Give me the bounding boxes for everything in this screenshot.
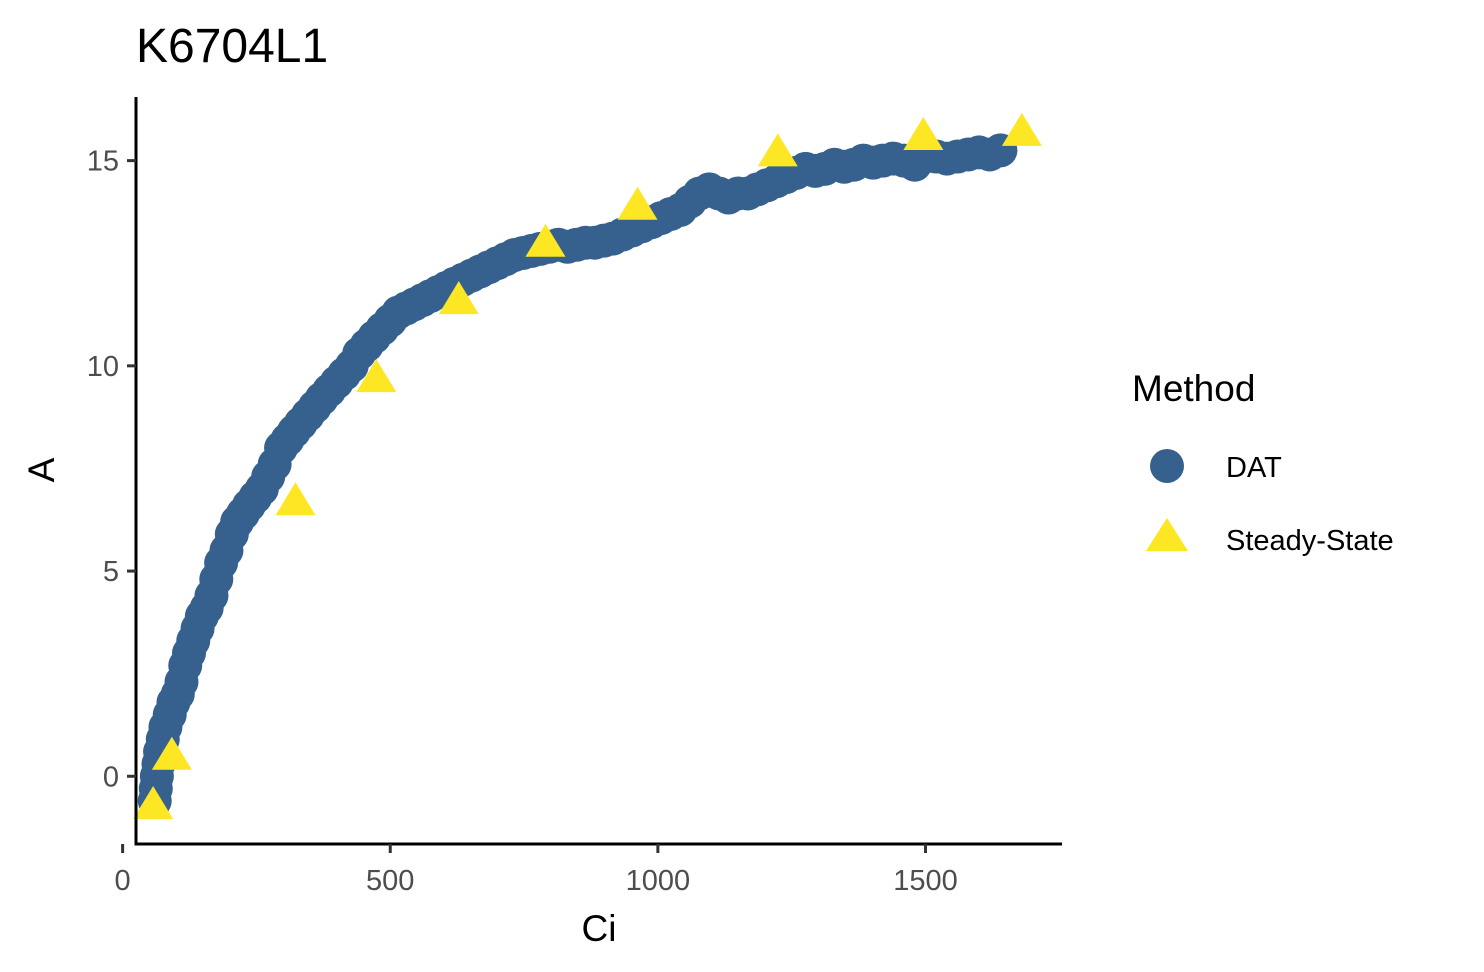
legend-key-dat-circle [1150,449,1184,483]
x-axis-title: Ci [582,908,617,949]
y-tick-label: 10 [87,351,119,383]
steady-state-point [356,359,397,393]
steady-state-point [757,133,798,167]
legend-label-steady-state: Steady-State [1226,525,1394,557]
plot-points [133,112,1042,820]
steady-state-point [525,223,566,257]
legend-label-dat: DAT [1226,452,1282,484]
chart-title: K6704L1 [136,20,328,73]
y-tick-label: 0 [103,761,119,793]
steady-state-point [133,786,174,820]
x-tick-label: 1000 [626,865,691,897]
steady-state-point [617,186,658,220]
x-tick-label: 1500 [893,865,958,897]
x-axis-ticks: 0 500 1000 1500 [115,844,958,897]
steady-state-point [151,736,192,770]
legend-key-steady-state-triangle [1146,518,1188,551]
y-axis-title: A [21,457,62,482]
x-tick-label: 0 [115,865,131,897]
x-tick-label: 500 [366,865,414,897]
steady-state-point [903,116,944,150]
y-tick-label: 5 [103,556,119,588]
steady-state-point [1001,112,1042,146]
y-tick-label: 15 [87,146,119,178]
steady-state-point [438,281,479,315]
legend: Method DAT Steady-State [1132,368,1394,557]
legend-title: Method [1132,368,1255,409]
steady-state-point [275,482,316,516]
y-axis-ticks: 0 5 10 15 [87,146,136,793]
